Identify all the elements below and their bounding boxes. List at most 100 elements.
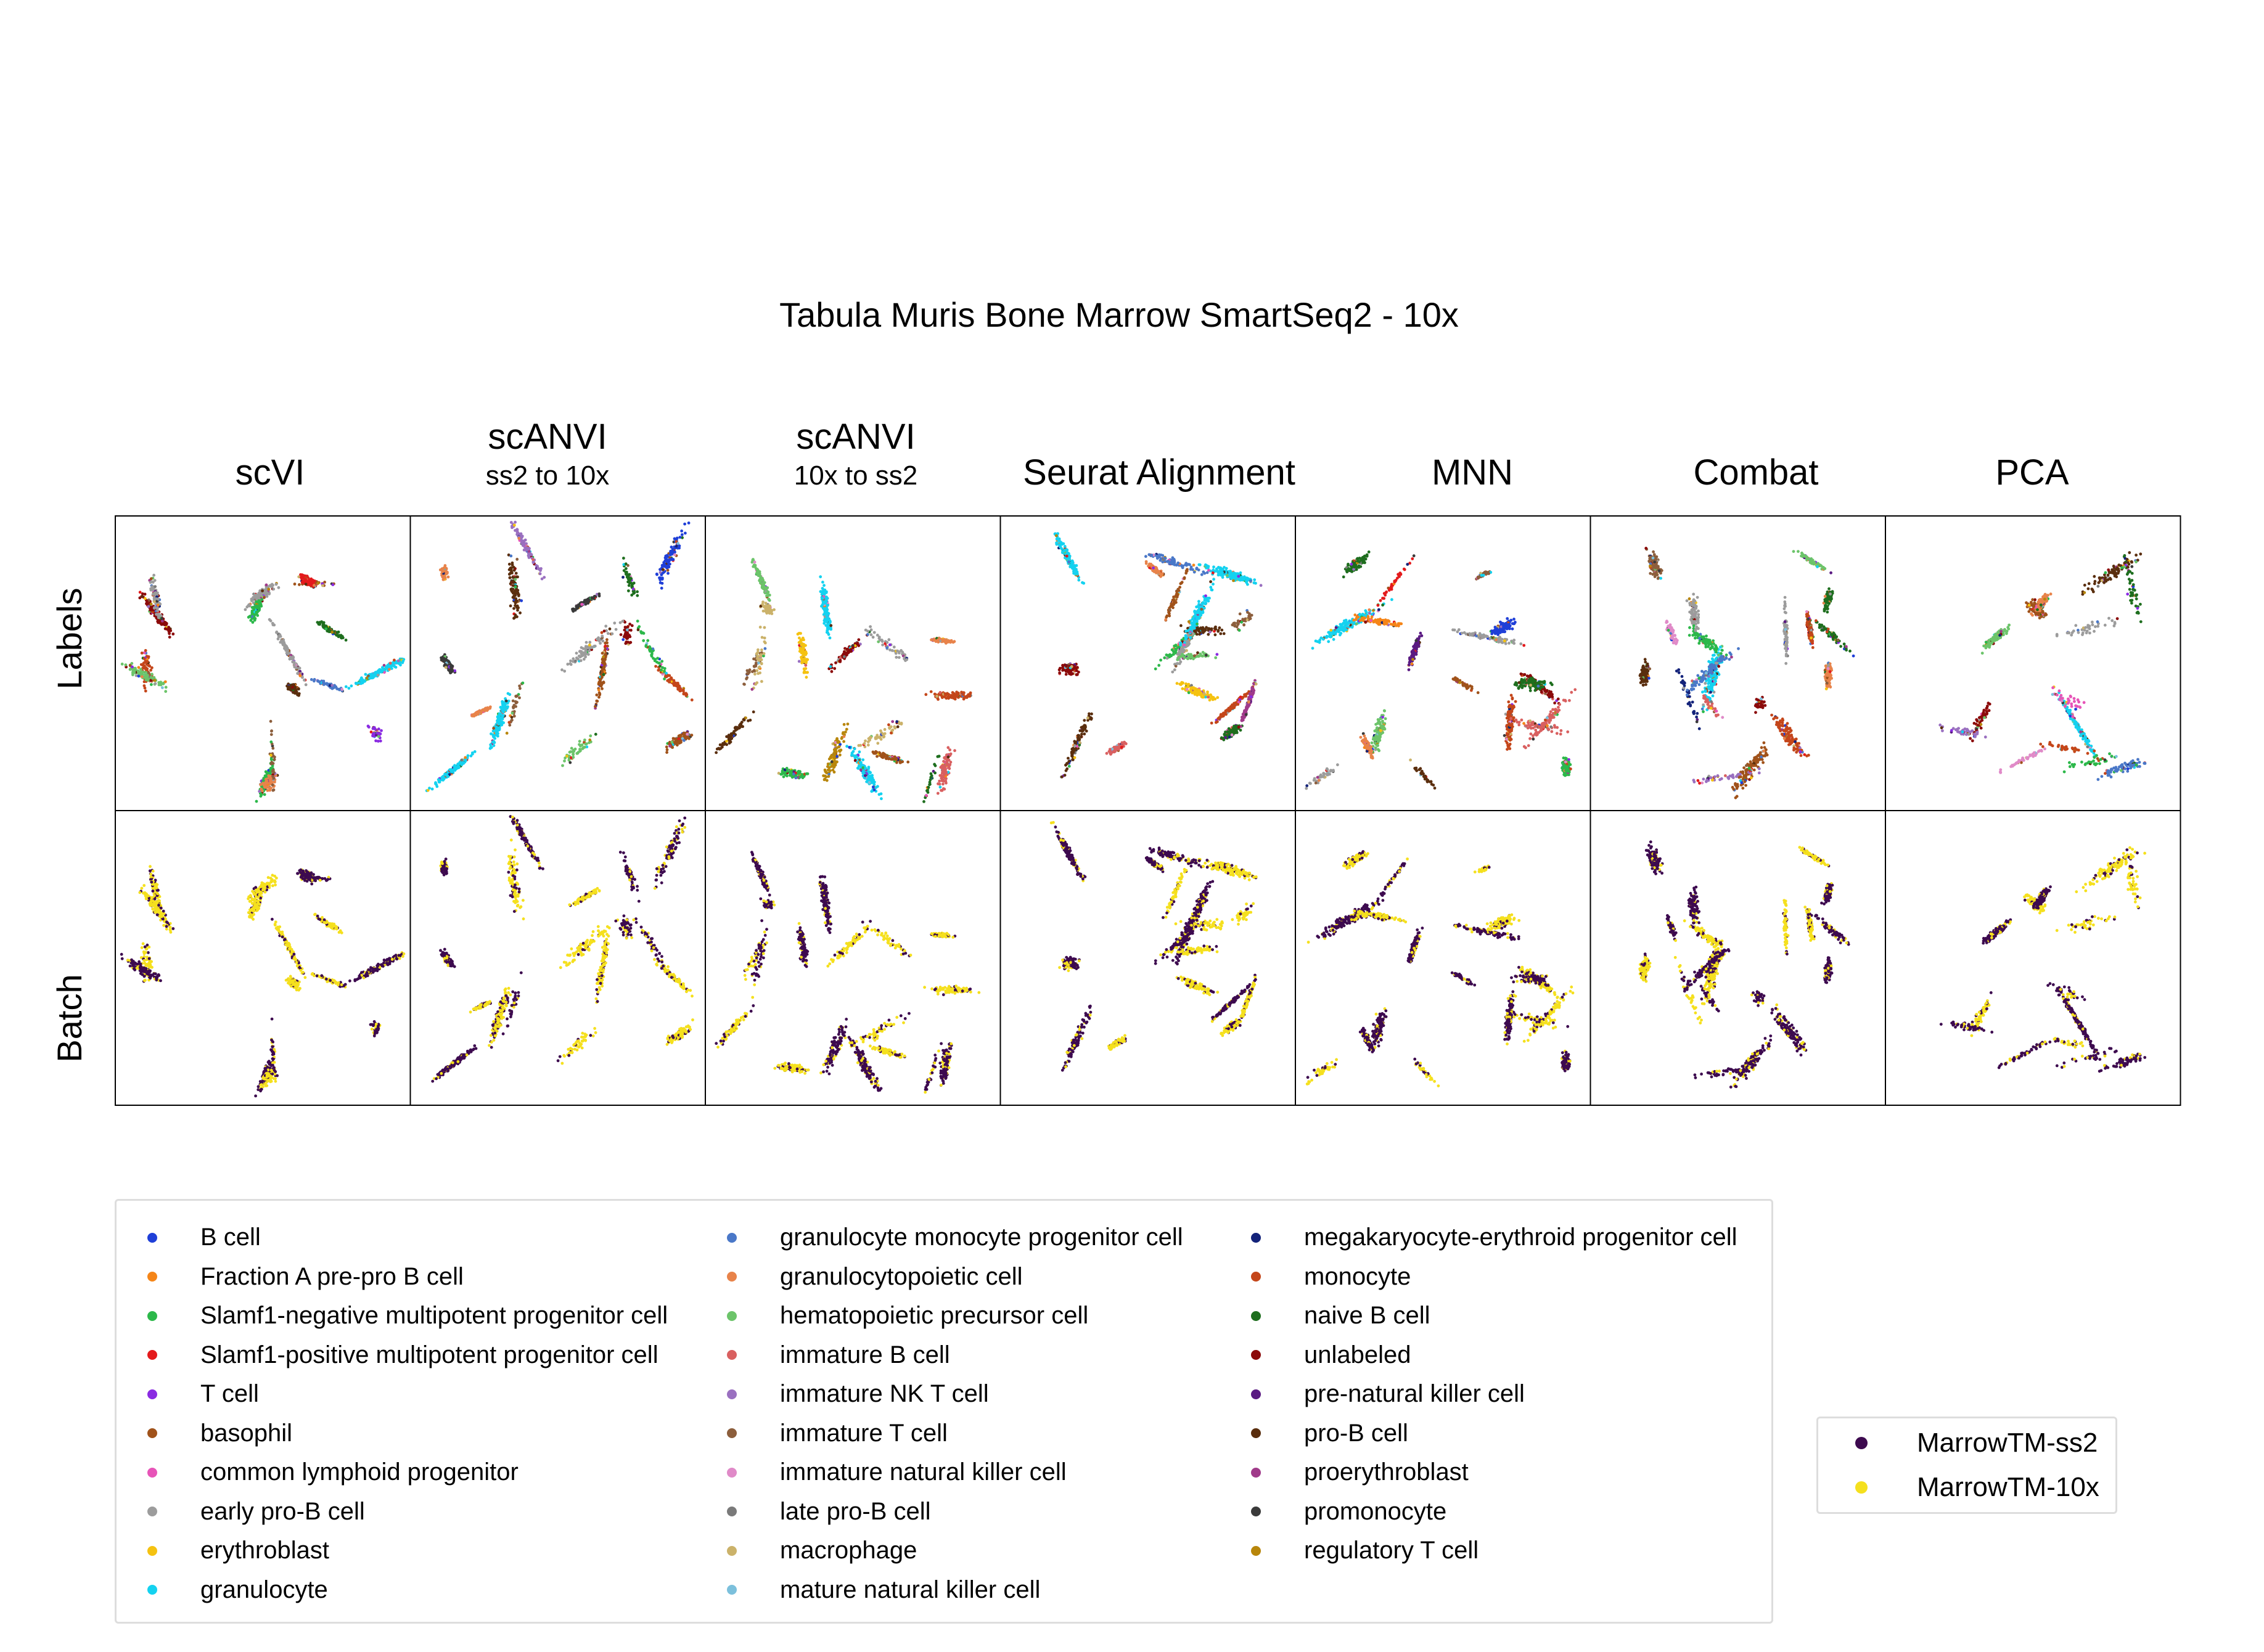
scatter-point — [316, 679, 319, 682]
panel-frame — [115, 516, 411, 811]
scatter-point — [284, 644, 287, 647]
scatter-point — [377, 674, 380, 677]
scatter-point — [269, 740, 273, 743]
scatter-point — [138, 597, 141, 600]
scatter-point — [313, 584, 316, 587]
scatter-point — [290, 684, 293, 687]
scatter-point — [277, 586, 281, 589]
scatter-point — [266, 772, 269, 775]
scatter-point — [272, 769, 275, 772]
scatter-point — [272, 623, 275, 626]
scatter-point — [295, 690, 298, 693]
scatter-point — [385, 667, 388, 670]
scatter-point — [309, 583, 312, 586]
scatter-point — [255, 800, 258, 803]
scatter-point — [388, 668, 391, 671]
scatter-point — [164, 690, 167, 693]
scatter-point — [293, 663, 296, 666]
scatter-point — [260, 793, 263, 796]
scatter-point — [287, 685, 290, 689]
scatter-point — [301, 574, 305, 577]
scatter-point — [330, 631, 334, 634]
scatter-point — [268, 584, 271, 587]
scatter-point — [287, 652, 290, 655]
scatter-point — [271, 747, 274, 750]
scatter-point — [244, 608, 247, 611]
scatter-point — [318, 622, 321, 625]
scatter-point — [147, 671, 150, 674]
scatter-point — [282, 639, 285, 642]
scatter-point — [273, 758, 276, 761]
scatter-point — [137, 674, 140, 677]
scatter-point — [154, 682, 157, 685]
scatter-point — [377, 732, 380, 735]
scatter-point — [129, 668, 132, 671]
scatter-point — [131, 666, 134, 669]
scatter-point — [263, 596, 266, 599]
scatter-point — [261, 589, 264, 592]
scatter-point — [322, 683, 326, 686]
scatter-point — [144, 649, 147, 652]
scatter-point — [366, 677, 369, 680]
scatter-point — [147, 664, 150, 667]
scatter-point — [257, 593, 260, 596]
scatter-point — [340, 634, 343, 637]
scatter-point — [269, 763, 273, 766]
scatter-point — [331, 687, 334, 690]
scatter-point — [303, 679, 306, 682]
scatter-point — [300, 577, 303, 580]
scatter-point — [377, 727, 380, 730]
row-label-batch: Batch — [50, 974, 89, 1062]
scatter-point — [292, 661, 295, 664]
panel-title-7: PCA — [1995, 452, 2069, 493]
scatter-point — [308, 578, 311, 581]
scatter-point — [165, 622, 168, 625]
scatter-point — [350, 684, 353, 687]
scatter-point — [275, 583, 278, 586]
scatter-point — [397, 660, 400, 663]
scatter-point — [131, 673, 134, 676]
scatter-point — [265, 584, 268, 587]
scatter-point — [146, 677, 149, 681]
scatter-point — [121, 663, 124, 666]
scatter-point — [131, 669, 134, 672]
scatter-point — [305, 583, 308, 586]
scatter-point — [141, 652, 144, 655]
scatter-point — [168, 632, 171, 635]
scatter-point — [273, 777, 276, 780]
scatter-point — [284, 649, 287, 652]
scatter-point — [313, 678, 316, 681]
scatter-point — [268, 592, 271, 595]
scatter-point — [263, 793, 266, 796]
panel-subtitle-3: 10x to ss2 — [794, 460, 918, 491]
scatter-point — [260, 788, 263, 791]
scatter-point — [150, 666, 154, 669]
scatter-point — [298, 667, 301, 670]
scatter-point — [154, 679, 157, 682]
scatter-point — [269, 754, 273, 757]
scatter-point — [311, 579, 314, 582]
scatter-point — [374, 727, 377, 730]
scatter-point — [146, 602, 149, 605]
scatter-point — [305, 683, 308, 686]
panel-grid — [115, 516, 2181, 1105]
scatter-point — [146, 675, 149, 678]
scatter-point — [168, 636, 171, 639]
scatter-point — [139, 673, 142, 676]
scatter-point — [317, 582, 320, 585]
scatter-point — [340, 688, 343, 691]
scatter-point — [342, 636, 345, 639]
scatter-point — [151, 677, 154, 680]
scatter-point — [323, 625, 326, 628]
scatter-point — [265, 779, 268, 782]
scatter-point — [272, 587, 275, 591]
scatter-point — [139, 668, 142, 671]
scatter-point — [392, 663, 395, 666]
scatter-point — [259, 783, 262, 787]
scatter-point — [144, 597, 147, 600]
scatter-point — [330, 684, 334, 687]
panel-title-5: MNN — [1432, 452, 1513, 493]
scatter-point — [295, 666, 298, 669]
scatter-point — [337, 635, 340, 638]
row-label-labels: Labels — [50, 587, 89, 689]
